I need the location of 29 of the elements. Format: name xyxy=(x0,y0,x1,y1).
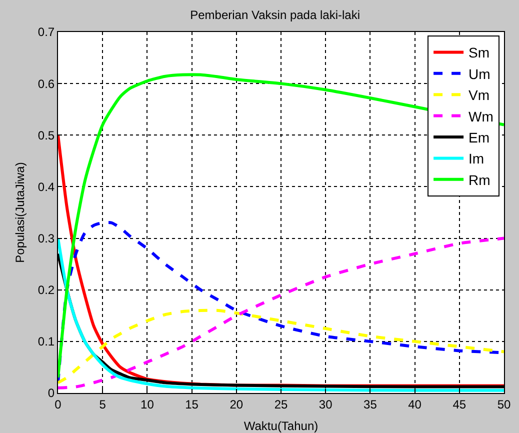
x-tick-label: 45 xyxy=(452,397,466,412)
x-tick-label: 35 xyxy=(364,397,378,412)
y-tick-label: 0.3 xyxy=(38,231,55,246)
x-tick-label: 25 xyxy=(274,397,288,412)
y-tick-label: 0.4 xyxy=(38,180,55,194)
legend-label: Im xyxy=(468,150,484,167)
x-tick-label: 5 xyxy=(99,397,106,412)
y-tick-label: 0.5 xyxy=(38,128,55,142)
legend-label: Sm xyxy=(468,44,490,61)
x-axis-title: Waktu(Tahun) xyxy=(244,419,318,433)
x-tick-label: 10 xyxy=(140,397,154,412)
x-tick-label: 30 xyxy=(318,397,333,412)
legend-label: Um xyxy=(468,66,490,82)
legend-label: Wm xyxy=(468,108,494,124)
y-tick-label: 0 xyxy=(48,386,55,400)
y-tick-label: 0.2 xyxy=(38,283,55,298)
legend-label: Rm xyxy=(468,172,490,188)
y-tick-label: 0.6 xyxy=(38,76,55,91)
y-tick-label: 0.1 xyxy=(38,334,55,349)
y-axis-title: Populasi(JutaJiwa) xyxy=(13,162,27,263)
chart-title: Pemberian Vaksin pada laki-laki xyxy=(190,8,360,22)
x-tick-label: 15 xyxy=(185,397,199,412)
legend-label: Em xyxy=(468,129,490,146)
line-series xyxy=(58,308,504,384)
x-tick-label: 20 xyxy=(230,397,244,412)
x-tick-label: 50 xyxy=(497,397,511,412)
legend-label: Vm xyxy=(468,87,490,104)
x-tick-label: 40 xyxy=(408,397,422,412)
y-tick-label: 0.7 xyxy=(38,25,55,40)
